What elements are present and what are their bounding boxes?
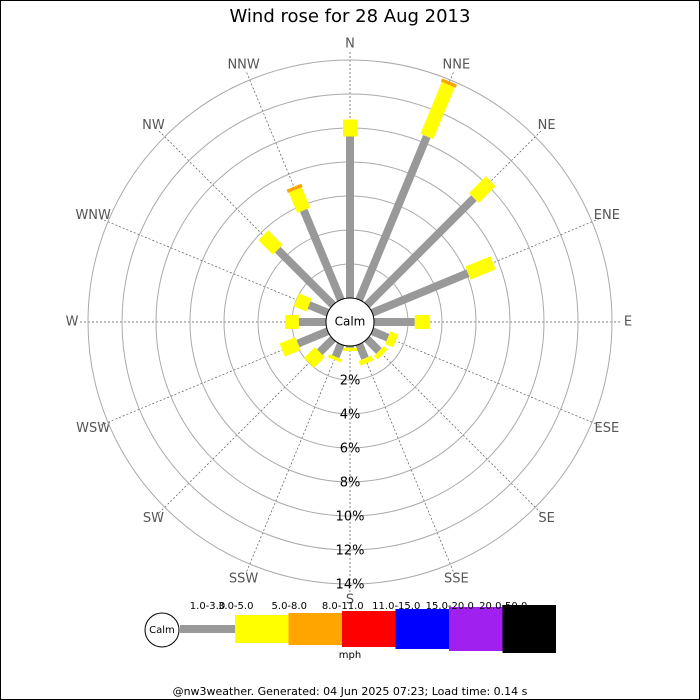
direction-label: SSE <box>444 571 469 586</box>
footer: @nw3weather. Generated: 04 Jun 2025 07:2… <box>173 685 528 698</box>
direction-label: WSW <box>76 421 110 436</box>
legend-label: 11.0-15.0 <box>372 601 420 612</box>
rose-segment <box>258 230 283 255</box>
legend-label: 1.0-3.0 <box>190 601 225 612</box>
calm-circle <box>325 297 375 347</box>
rose-segment <box>327 354 343 363</box>
direction-label: SE <box>538 511 554 526</box>
legend-swatch <box>395 609 449 649</box>
grid-ring <box>121 93 579 551</box>
spoke <box>245 344 342 574</box>
r-tick-label: 6% <box>340 442 361 457</box>
rose-segment <box>465 256 496 280</box>
direction-label: ENE <box>594 208 620 223</box>
direction-label: ESE <box>594 421 619 436</box>
direction-label: SSW <box>229 571 259 586</box>
legend-swatch <box>288 613 342 645</box>
legend-label: 20.0-50.0 <box>479 601 527 612</box>
direction-label: E <box>624 315 632 330</box>
r-tick-label: 8% <box>340 476 361 491</box>
legend-swatch <box>235 615 289 643</box>
r-tick-label: 12% <box>336 544 365 559</box>
direction-label: N <box>345 37 355 52</box>
legend-swatch <box>342 611 396 647</box>
spoke <box>98 217 328 314</box>
rose-segment <box>331 342 345 359</box>
direction-label: SW <box>143 511 164 526</box>
rose-segment <box>274 246 336 308</box>
rose-segment <box>358 355 374 366</box>
legend-label: 8.0-11.0 <box>322 601 364 612</box>
rose-segment <box>307 301 330 317</box>
legend-swatch <box>449 607 503 651</box>
legend-unit: mph <box>339 650 361 661</box>
rose-segment <box>364 195 477 308</box>
chart-title: Wind rose for 28 Aug 2013 <box>230 6 471 27</box>
rose-segment <box>469 176 496 203</box>
direction-label: NW <box>142 118 165 133</box>
direction-label: NE <box>538 118 556 133</box>
spoke <box>358 344 455 574</box>
rose-segment <box>374 346 388 360</box>
r-tick-label: 10% <box>336 510 365 525</box>
direction-label: S <box>346 593 354 608</box>
spoke <box>366 338 543 515</box>
rose-segment <box>286 183 303 193</box>
legend-label: 15.0-20.0 <box>426 601 474 612</box>
rose-segment <box>385 331 399 348</box>
spoke <box>372 330 602 427</box>
rose-segment <box>316 336 336 356</box>
rose-segment <box>364 336 382 354</box>
rose-segment <box>420 81 455 140</box>
legend-swatch <box>502 605 556 653</box>
direction-label: NNW <box>227 58 259 73</box>
legend-label: 5.0-8.0 <box>272 601 307 612</box>
legend-label: 3.0-5.0 <box>218 601 253 612</box>
rose-segment <box>296 327 330 348</box>
rose-segment <box>300 208 345 302</box>
legend-calm-circle <box>144 612 180 648</box>
direction-label: WNW <box>75 208 111 223</box>
rose-segment <box>370 327 390 342</box>
r-tick-label: 14% <box>336 578 365 593</box>
direction-label: W <box>66 315 79 330</box>
grid-ring <box>87 59 613 585</box>
calm-label: Calm <box>335 315 366 329</box>
rose-segment <box>288 187 311 213</box>
r-tick-label: 4% <box>340 408 361 423</box>
rose-segment <box>293 293 312 312</box>
spoke <box>157 338 334 515</box>
direction-label: NNE <box>443 58 471 73</box>
r-tick-label: 2% <box>340 374 361 389</box>
rose-segment <box>279 337 301 357</box>
rose-segment <box>304 347 325 368</box>
rose-segment <box>370 269 470 317</box>
rose-segment <box>355 342 369 360</box>
rose-segment <box>355 134 431 302</box>
legend-calm-label: Calm <box>149 625 175 636</box>
rose-segment <box>440 78 458 88</box>
